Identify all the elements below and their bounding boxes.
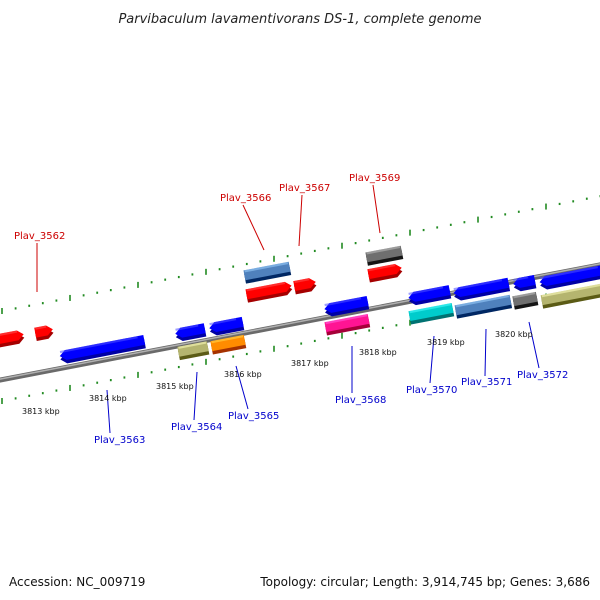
gene-steel-3566[interactable]	[243, 261, 292, 284]
gene-blue-right[interactable]	[539, 264, 600, 291]
kbp-label: 3819 kbp	[427, 338, 465, 347]
kbp-label: 3820 kbp	[495, 330, 533, 339]
gene-label-plav-3568[interactable]: Plav_3568	[335, 395, 386, 406]
callout-lines	[36, 184, 540, 434]
gene-label-plav-3569[interactable]: Plav_3569	[349, 173, 400, 184]
gene-gray-3569[interactable]	[365, 245, 404, 266]
gene-gray-3572[interactable]	[512, 291, 539, 310]
gene-steel-3571[interactable]	[454, 294, 513, 319]
gene-blue-3564[interactable]	[174, 323, 207, 342]
gene-label-plav-3564[interactable]: Plav_3564	[171, 422, 222, 433]
gene-blue-3571[interactable]	[453, 277, 511, 302]
gene-cyan-3570[interactable]	[408, 302, 455, 325]
gene-blue-3572[interactable]	[512, 275, 537, 292]
gene-magenta-3568[interactable]	[324, 313, 371, 336]
gene-label-plav-3571[interactable]: Plav_3571	[461, 377, 512, 388]
gene-red-small[interactable]	[34, 324, 54, 342]
callout-line	[193, 371, 198, 421]
gene-label-plav-3570[interactable]: Plav_3570	[406, 385, 457, 396]
kbp-label: 3818 kbp	[359, 348, 397, 357]
callout-line	[106, 389, 111, 434]
gene-red-3567[interactable]	[293, 277, 317, 295]
gene-features	[0, 245, 600, 364]
callout-line	[484, 328, 487, 377]
callout-line	[429, 335, 435, 384]
kbp-labels: 3813 kbp 3814 kbp 3815 kbp 3816 kbp 3817…	[22, 330, 533, 416]
gene-red-3569[interactable]	[367, 263, 403, 283]
kbp-label: 3814 kbp	[89, 394, 127, 403]
accession-text: Accession: NC_009719	[9, 575, 145, 589]
gene-red-3566[interactable]	[245, 281, 293, 303]
genome-summary-text: Topology: circular; Length: 3,914,745 bp…	[259, 575, 590, 589]
callout-line	[372, 184, 381, 234]
gene-red-edge[interactable]	[0, 329, 25, 351]
map-title: Parvibaculum lavamentivorans DS-1, compl…	[118, 12, 481, 27]
gene-blue-3570[interactable]	[407, 285, 452, 306]
callout-line	[242, 204, 265, 251]
kbp-label: 3816 kbp	[224, 370, 262, 379]
gene-label-plav-3562[interactable]: Plav_3562	[14, 231, 65, 242]
callout-line	[298, 194, 303, 247]
gene-khaki-3564[interactable]	[177, 341, 210, 361]
gene-label-plav-3572[interactable]: Plav_3572	[517, 370, 568, 381]
reverse-gene-labels: Plav_3563 Plav_3564 Plav_3565 Plav_3568 …	[94, 370, 568, 446]
kbp-label: 3815 kbp	[156, 382, 194, 391]
callout-line	[528, 321, 540, 369]
gene-orange-3565[interactable]	[210, 334, 247, 355]
kbp-label: 3817 kbp	[291, 359, 329, 368]
forward-gene-labels: Plav_3562 Plav_3566 Plav_3567 Plav_3569	[14, 173, 400, 242]
tick-track-upper	[1, 195, 600, 314]
gene-blue-3565[interactable]	[208, 316, 245, 337]
gene-label-plav-3565[interactable]: Plav_3565	[228, 411, 279, 422]
gene-label-plav-3563[interactable]: Plav_3563	[94, 435, 145, 446]
gene-label-plav-3567[interactable]: Plav_3567	[279, 183, 330, 194]
callout-line	[235, 365, 249, 410]
gene-blue-3563[interactable]	[59, 334, 146, 364]
kbp-label: 3813 kbp	[22, 407, 60, 416]
gene-blue-3568[interactable]	[323, 295, 370, 318]
gene-khaki-right[interactable]	[540, 282, 600, 309]
gene-label-plav-3566[interactable]: Plav_3566	[220, 193, 271, 204]
